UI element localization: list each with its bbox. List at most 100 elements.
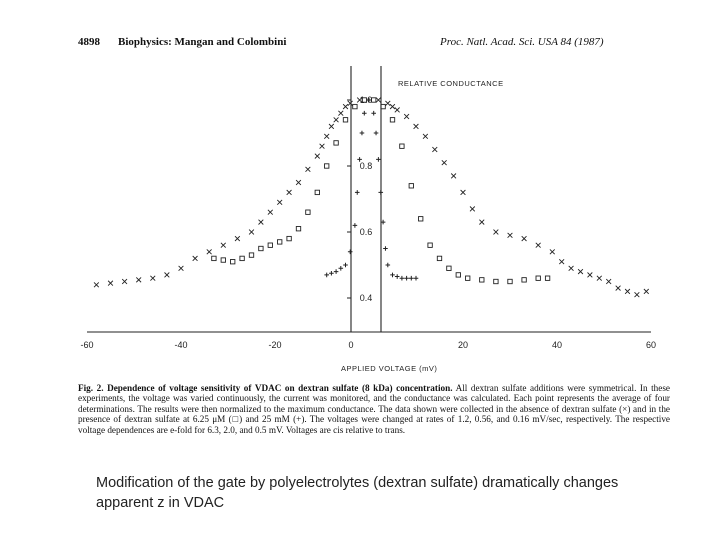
data-point-x xyxy=(587,272,593,278)
data-point-plus xyxy=(394,274,400,279)
article-title: Biophysics: Mangan and Colombini xyxy=(118,36,287,48)
data-point-x xyxy=(342,103,349,110)
figure-heading: Dependence of voltage sensitivity of VDA… xyxy=(107,383,453,393)
data-point-x xyxy=(206,249,212,255)
data-point-x xyxy=(314,153,321,159)
data-point-plus xyxy=(383,246,388,251)
data-point-x xyxy=(389,103,396,110)
data-point-square xyxy=(361,97,367,103)
plot-axes xyxy=(87,66,651,333)
data-point-x xyxy=(441,159,447,166)
x-tick-label: -20 xyxy=(268,340,281,350)
data-point-square xyxy=(258,245,264,252)
data-point-x xyxy=(450,173,457,179)
data-point-square xyxy=(295,226,302,232)
page-number: 4898 xyxy=(78,36,100,48)
data-point-square xyxy=(455,272,461,278)
x-tick-label: 0 xyxy=(348,340,353,350)
data-point-x xyxy=(422,133,429,140)
data-point-x xyxy=(234,235,241,242)
data-point-square xyxy=(286,235,292,242)
data-point-x xyxy=(164,272,170,278)
data-point-square xyxy=(418,216,424,222)
y-tick-label: 0.6 xyxy=(360,227,373,237)
conductance-voltage-plot: -60 -40 -20 0 20 40 60 1.0 0.8 0.6 0.4 RELATIVE CON… xyxy=(80,66,656,373)
data-point-x xyxy=(333,117,339,123)
data-point-x xyxy=(479,219,485,225)
data-point-plus xyxy=(333,269,339,274)
data-point-square xyxy=(436,255,443,262)
data-point-square xyxy=(371,97,377,103)
data-point-x xyxy=(107,280,114,286)
data-point-x xyxy=(469,206,476,212)
x-tick-label: -60 xyxy=(80,340,93,350)
y-axis-label: RELATIVE CONDUCTANCE xyxy=(398,79,504,88)
data-point-plus xyxy=(404,275,409,281)
data-point-square xyxy=(220,257,226,263)
y-tick-label: 1.0 xyxy=(360,95,373,105)
data-point-square xyxy=(493,278,499,285)
data-point-x xyxy=(286,189,292,196)
data-point-x xyxy=(178,265,184,272)
data-point-plus xyxy=(352,223,358,228)
data-point-plus xyxy=(366,97,372,103)
data-point-plus xyxy=(380,219,386,225)
data-point-square xyxy=(248,252,255,258)
data-point-x xyxy=(615,285,621,291)
data-point-square xyxy=(399,143,405,149)
data-point-x xyxy=(220,242,227,248)
data-point-x xyxy=(93,282,100,288)
y-tick-label: 0.4 xyxy=(360,293,373,303)
data-point-x xyxy=(549,249,556,255)
data-point-square xyxy=(267,242,273,248)
data-point-x xyxy=(493,229,499,235)
data-point-square xyxy=(544,275,551,281)
data-point-square xyxy=(342,117,349,123)
data-point-x xyxy=(413,123,419,130)
data-point-square xyxy=(333,140,339,146)
data-point-plus xyxy=(378,190,384,195)
data-point-x xyxy=(558,258,565,265)
data-point-x xyxy=(643,288,650,295)
data-point-plus xyxy=(376,157,381,162)
data-point-x xyxy=(568,265,574,272)
data-point-x xyxy=(295,179,302,186)
data-point-square xyxy=(389,117,396,123)
data-point-square xyxy=(479,277,485,283)
figure-caption-text: All dextran sulfate additions were symme… xyxy=(78,383,671,435)
data-point-square xyxy=(427,242,433,248)
data-point-plus xyxy=(409,275,414,281)
data-point-x xyxy=(323,133,330,140)
data-point-square xyxy=(314,189,320,196)
data-point-x xyxy=(192,255,198,262)
x-tick-label: 20 xyxy=(458,340,468,350)
data-point-square xyxy=(446,265,452,271)
data-point-square xyxy=(211,255,217,262)
data-point-square xyxy=(535,275,541,281)
data-point-square xyxy=(465,275,471,281)
data-point-square xyxy=(352,103,358,110)
data-point-x xyxy=(596,275,603,281)
data-point-x xyxy=(403,113,410,120)
x-tick-label: 40 xyxy=(552,340,562,350)
data-point-x xyxy=(267,209,274,215)
data-point-square xyxy=(239,255,245,262)
data-point-plus xyxy=(329,270,334,276)
x-tick-label: -40 xyxy=(174,340,187,350)
data-point-x xyxy=(535,242,541,248)
data-point-plus xyxy=(399,275,405,281)
data-point-x xyxy=(258,219,264,225)
data-point-x xyxy=(634,291,640,298)
data-point-square xyxy=(277,239,283,245)
data-point-x xyxy=(385,100,391,107)
data-point-x xyxy=(432,146,438,153)
data-point-plus xyxy=(373,130,379,136)
data-point-plus xyxy=(357,157,362,162)
data-point-plus xyxy=(413,275,419,281)
data-point-x xyxy=(356,97,363,103)
data-point-plus xyxy=(354,190,360,195)
data-point-plus xyxy=(359,130,365,136)
data-point-x xyxy=(624,288,631,295)
data-point-plus xyxy=(338,266,344,271)
data-point-x xyxy=(150,275,156,281)
